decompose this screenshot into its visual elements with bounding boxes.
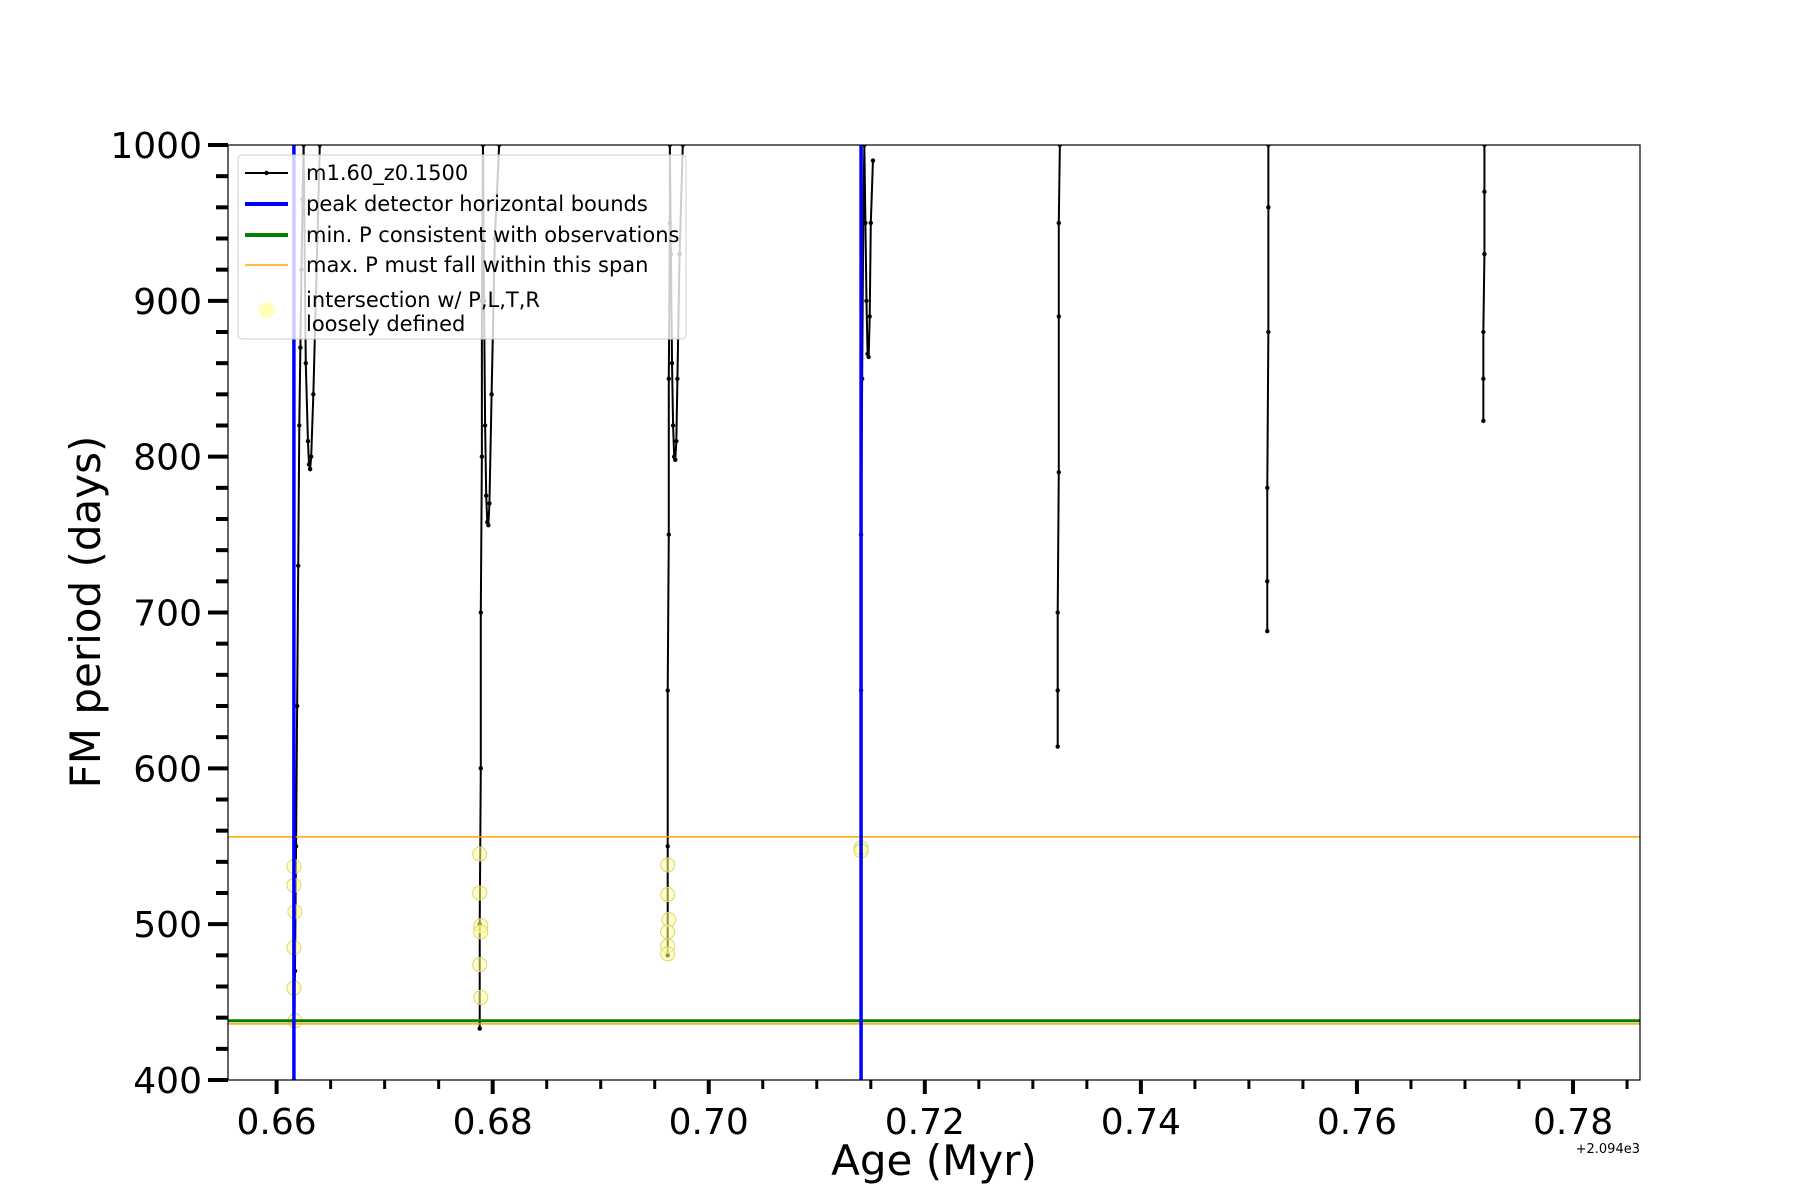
series-point [1056,314,1061,319]
series-point [477,1026,482,1031]
series-point [669,360,675,366]
series-point [1265,579,1270,584]
x-tick-label: 0.74 [1101,1102,1181,1143]
intersection-point [660,946,676,962]
series-line-0-segment-5 [1266,145,1270,632]
intersection-point [472,846,488,862]
series-point [864,298,869,304]
series-point [479,454,485,459]
intersection-point [473,924,489,940]
y-tick-label: 700 [133,594,202,635]
series-point [294,703,300,709]
series-point [1482,189,1487,194]
series-point [305,438,311,444]
intersection-point [472,885,488,901]
series-point [863,220,868,226]
intersection-point [661,911,677,927]
x-tick-label: 0.70 [669,1102,749,1143]
series-point [670,423,676,428]
series-point [1055,610,1060,615]
legend-handle-marker [264,170,269,176]
series-point [1265,485,1270,491]
series-point [1482,251,1487,257]
series-line-0-segment-3 [860,145,874,855]
series-line-0-segment-4 [1056,145,1061,747]
intersection-point [660,887,676,903]
series-point [478,766,483,771]
plot-area [228,145,1640,1080]
y-tick-label: 400 [133,1061,202,1102]
intersection-point [473,989,489,1005]
series-point [675,376,680,381]
y-tick-label: 800 [133,438,202,479]
x-tick-label: 0.68 [453,1102,533,1143]
intersection-point [660,857,676,873]
series-point [478,610,483,615]
series-point [868,220,874,226]
series-point [1055,744,1060,749]
legend-label: m1.60_z0.1500 [306,161,468,186]
series-point [866,354,871,360]
series-point [1265,629,1270,634]
x-tick-label: 0.66 [237,1102,317,1143]
x-axis-offset-label: +2.094e3 [1576,1142,1640,1157]
series-point [674,438,679,444]
series-point [297,423,302,428]
series-line-0-segment-6 [1482,145,1486,421]
y-tick-label: 500 [133,905,202,946]
series-point [303,360,308,366]
series-point [665,688,670,693]
series-point [298,345,303,350]
series-point [1266,329,1271,335]
series-point [665,844,670,849]
legend-label: loosely defined [306,312,465,336]
series-point [1481,418,1486,424]
series-line-0-segment-1 [478,145,501,1029]
series-point [482,423,488,428]
y-tick-label: 600 [133,749,202,790]
axes: 0.66 0.68 0.70 0.72 0.74 0.76 0.78 400 500 600 700… [110,126,1629,1143]
series-point [867,314,872,319]
legend-label: min. P consistent with observations [306,223,679,247]
series-point [1481,376,1486,381]
series-point [307,466,313,472]
series-point [1056,220,1061,226]
y-tick-label: 1000 [110,126,202,167]
intersection-point [660,924,676,940]
legend-handle-circle [258,302,275,318]
intersection-point [472,957,488,973]
series-point [306,462,312,467]
series-point [1266,205,1271,210]
series-point [1481,329,1486,335]
series-point [296,563,301,568]
x-axis-label: Age (Myr) [831,1136,1037,1185]
series-point [870,158,876,163]
series-point [486,523,491,528]
legend-label: max. P must fall within this span [306,253,648,277]
x-tick-label: 0.76 [1317,1102,1397,1143]
series-point [1056,470,1061,475]
x-tick-label: 0.78 [1533,1102,1613,1143]
series-point [487,501,492,506]
series-point [666,532,671,537]
series-point [484,493,489,498]
x-tick-label: 0.72 [885,1102,965,1143]
legend-box [237,154,687,340]
series-point [311,392,316,397]
series-point [308,454,314,459]
y-tick-label: 900 [133,282,202,323]
legend-label: intersection w/ P,L,T,R [306,288,540,312]
series-point [666,376,671,381]
series-point [489,392,494,397]
y-axis-label: FM period (days) [61,436,110,789]
series-point [1055,688,1060,693]
series-point [673,457,678,462]
legend-label: peak detector horizontal bounds [306,192,648,216]
